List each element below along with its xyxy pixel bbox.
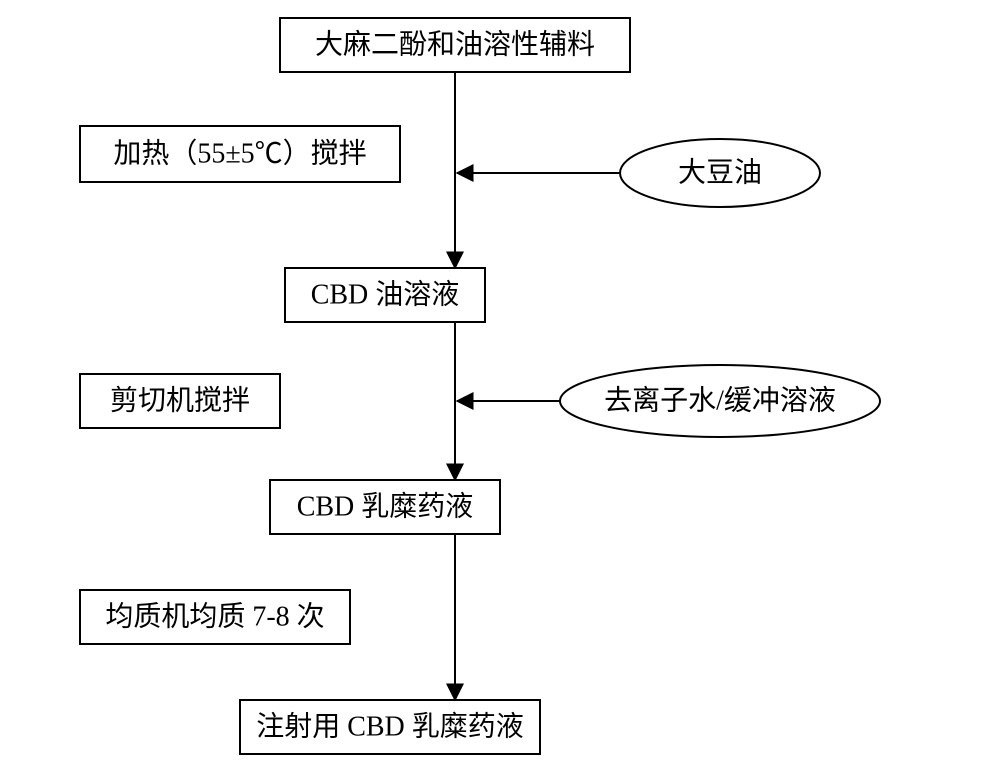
node-homogenize: 均质机均质 7-8 次 [80, 590, 350, 644]
node-homogenize-label: 均质机均质 7-8 次 [105, 600, 324, 632]
node-cbd-chyle-label: CBD 乳糜药液 [297, 490, 474, 522]
flowchart-canvas: 大麻二酚和油溶性辅料 加热（55±5℃）搅拌 大豆油 CBD 油溶液 剪切机搅拌… [0, 0, 1000, 764]
node-inject-cbd: 注射用 CBD 乳糜药液 [240, 700, 540, 754]
node-cbd-chyle: CBD 乳糜药液 [270, 480, 500, 534]
node-di-water: 去离子水/缓冲溶液 [560, 365, 880, 437]
node-heat-stir-label: 加热（55±5℃）搅拌 [113, 137, 366, 169]
node-cbd-oil-label: CBD 油溶液 [311, 278, 460, 310]
node-heat-stir: 加热（55±5℃）搅拌 [80, 126, 400, 182]
node-start-label: 大麻二酚和油溶性辅料 [315, 28, 595, 60]
node-shear-stir-label: 剪切机搅拌 [110, 384, 250, 416]
node-di-water-label: 去离子水/缓冲溶液 [604, 384, 836, 416]
node-shear-stir: 剪切机搅拌 [80, 374, 280, 428]
node-soy-oil-label: 大豆油 [678, 156, 762, 188]
node-cbd-oil: CBD 油溶液 [285, 268, 485, 322]
node-inject-cbd-label: 注射用 CBD 乳糜药液 [256, 710, 524, 742]
node-start: 大麻二酚和油溶性辅料 [280, 18, 630, 72]
node-soy-oil: 大豆油 [620, 139, 820, 207]
